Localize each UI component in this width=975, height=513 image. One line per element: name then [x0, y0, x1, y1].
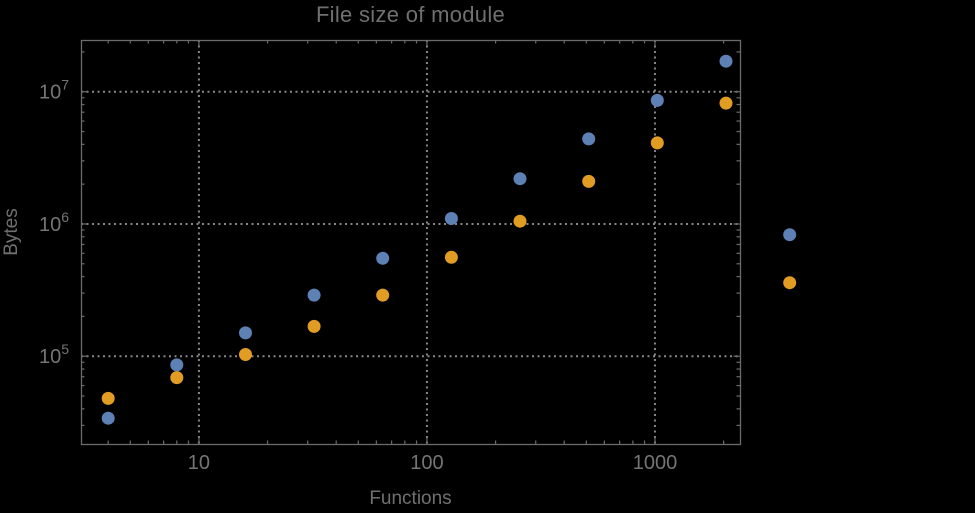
- x-tick-label: 1000: [633, 452, 678, 474]
- data-point-series-2-orange: [307, 319, 321, 333]
- data-point-series-1-blue: [101, 411, 115, 425]
- data-point-series-1-blue: [307, 288, 321, 302]
- data-point-series-1-blue: [170, 358, 184, 372]
- data-point-series-2-orange: [376, 288, 390, 302]
- data-point-series-1-blue: [444, 212, 458, 225]
- y-tick-label: 105: [39, 341, 69, 368]
- data-point-series-2-orange: [719, 96, 733, 110]
- y-tick-label: 107: [39, 77, 69, 104]
- data-point-series-2-orange: [444, 250, 458, 264]
- chart-title: File size of module: [315, 2, 506, 27]
- data-point-series-2-orange: [101, 391, 115, 405]
- data-point-series-1-blue: [239, 326, 252, 340]
- data-point-series-2-orange: [783, 276, 797, 290]
- data-point-series-2-orange: [170, 371, 184, 385]
- data-point-series-1-blue: [376, 251, 390, 265]
- plot-frame: [80, 39, 742, 446]
- data-point-series-1-blue: [513, 172, 527, 186]
- x-axis-label: Functions: [369, 488, 452, 509]
- data-point-series-1-blue: [783, 228, 797, 242]
- data-point-series-1-blue: [650, 93, 664, 107]
- y-tick-label: 106: [39, 209, 69, 236]
- data-point-series-1-blue: [719, 54, 733, 68]
- x-tick-label: 100: [410, 452, 443, 474]
- data-point-series-2-orange: [582, 174, 596, 188]
- data-point-series-1-blue: [582, 132, 596, 146]
- x-tick-label: 10: [188, 452, 210, 474]
- data-point-series-2-orange: [239, 348, 252, 361]
- data-point-series-2-orange: [650, 136, 664, 150]
- data-point-series-2-orange: [513, 214, 527, 228]
